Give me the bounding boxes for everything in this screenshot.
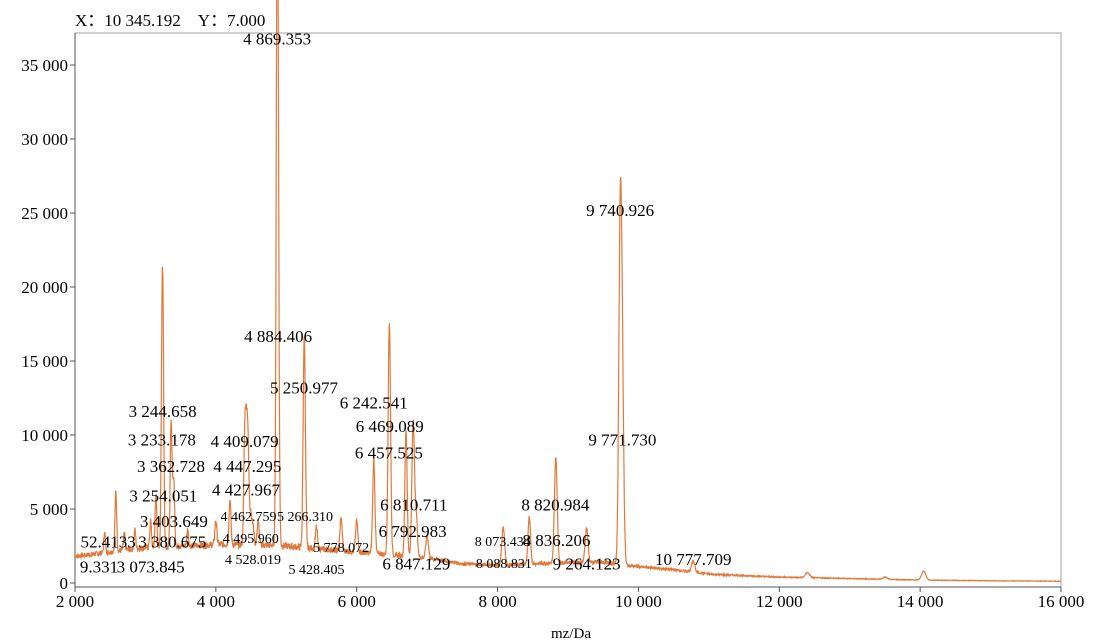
peak-label: 8 820.984	[521, 495, 590, 514]
cursor-y-value: 7.000	[227, 11, 265, 30]
peak-labels: 4 869.353 4 884.406 5 250.977 3 244.658 3 23…	[80, 29, 732, 578]
spectrum-line	[74, 0, 1061, 583]
peak-label: 3 254.051	[129, 487, 197, 506]
cursor-x-value: 10 345.192	[104, 11, 181, 30]
peak-label: 3 233.178	[128, 430, 196, 449]
peak-label: 9 264.123	[553, 555, 621, 574]
peak-label: 4 884.406	[244, 327, 312, 346]
peak-label: 9.331	[80, 558, 118, 577]
peak-label: 3 073.845	[117, 558, 185, 577]
cursor-x-colon: ：	[87, 11, 104, 30]
y-tick-label: 10 000	[21, 426, 68, 445]
peak-label: 8 073.434	[475, 535, 531, 550]
peak-label: 6 810.711	[380, 495, 447, 514]
peak-label: 9 771.730	[588, 430, 656, 449]
y-tick-label: 5 000	[30, 500, 68, 519]
peak-label: 5 778.072	[313, 541, 369, 556]
peak-label: 10 777.709	[655, 550, 732, 569]
peak-label: 6 457.525	[355, 444, 423, 463]
peak-label: 6 792.983	[379, 522, 447, 541]
peak-label: 3 403.649	[140, 512, 208, 531]
x-tick-label: 10 000	[615, 592, 662, 611]
x-tick-label: 6 000	[338, 592, 376, 611]
peak-label: 4 462.759	[220, 510, 276, 525]
cursor-x-label: X	[75, 11, 87, 30]
peak-label: 4 427.967	[212, 481, 281, 500]
peak-label: 6 847.129	[382, 555, 450, 574]
cursor-readout: X：10 345.192 Y：7.000	[75, 11, 265, 30]
x-tick-label: 4 000	[197, 592, 235, 611]
cursor-y-colon: ：	[210, 11, 227, 30]
y-tick-label: 25 000	[21, 204, 68, 223]
peak-label: 8 088.831	[476, 557, 532, 572]
y-axis: 0 5 000 10 000 15 000 20 000 25 000 30 000 35 0…	[21, 33, 76, 593]
x-tick-label: 2 000	[56, 592, 94, 611]
peak-label: 5 428.405	[288, 563, 344, 578]
peak-label: 3 244.658	[129, 402, 197, 421]
peak-label: 6 242.541	[340, 393, 408, 412]
x-axis: 2 000 4 000 6 000 8 000 10 000 12 000 14 000 16…	[56, 586, 1085, 611]
peak-label: 5 250.977	[270, 379, 339, 398]
peak-label: 4 447.295	[213, 457, 281, 476]
cursor-y-label: Y	[181, 11, 210, 30]
x-tick-label: 16 000	[1038, 592, 1085, 611]
peak-label: 9 740.926	[586, 201, 654, 220]
peak-label: 6 469.089	[356, 417, 424, 436]
x-tick-label: 12 000	[756, 592, 803, 611]
peak-label: 4 528.019	[225, 553, 281, 568]
y-tick-label: 30 000	[21, 130, 68, 149]
x-tick-label: 8 000	[478, 592, 516, 611]
y-tick-label: 15 000	[21, 352, 68, 371]
peak-label: 4 869.353	[243, 29, 311, 48]
peak-label: 3 362.728	[137, 457, 205, 476]
x-axis-title: mz/Da	[551, 626, 591, 641]
x-tick-label: 14 000	[897, 592, 944, 611]
peak-label: 52.4133	[80, 532, 135, 551]
peak-label: 8 836.206	[522, 531, 590, 550]
peak-label: 4 409.079	[211, 432, 279, 451]
peak-label: 4 495.960	[223, 532, 279, 547]
y-tick-label: 35 000	[21, 56, 68, 75]
y-tick-label: 20 000	[21, 278, 68, 297]
y-tick-label: 0	[60, 574, 69, 593]
peak-label: 3 380.675	[138, 532, 206, 551]
peak-label: 5 266.310	[277, 510, 333, 525]
